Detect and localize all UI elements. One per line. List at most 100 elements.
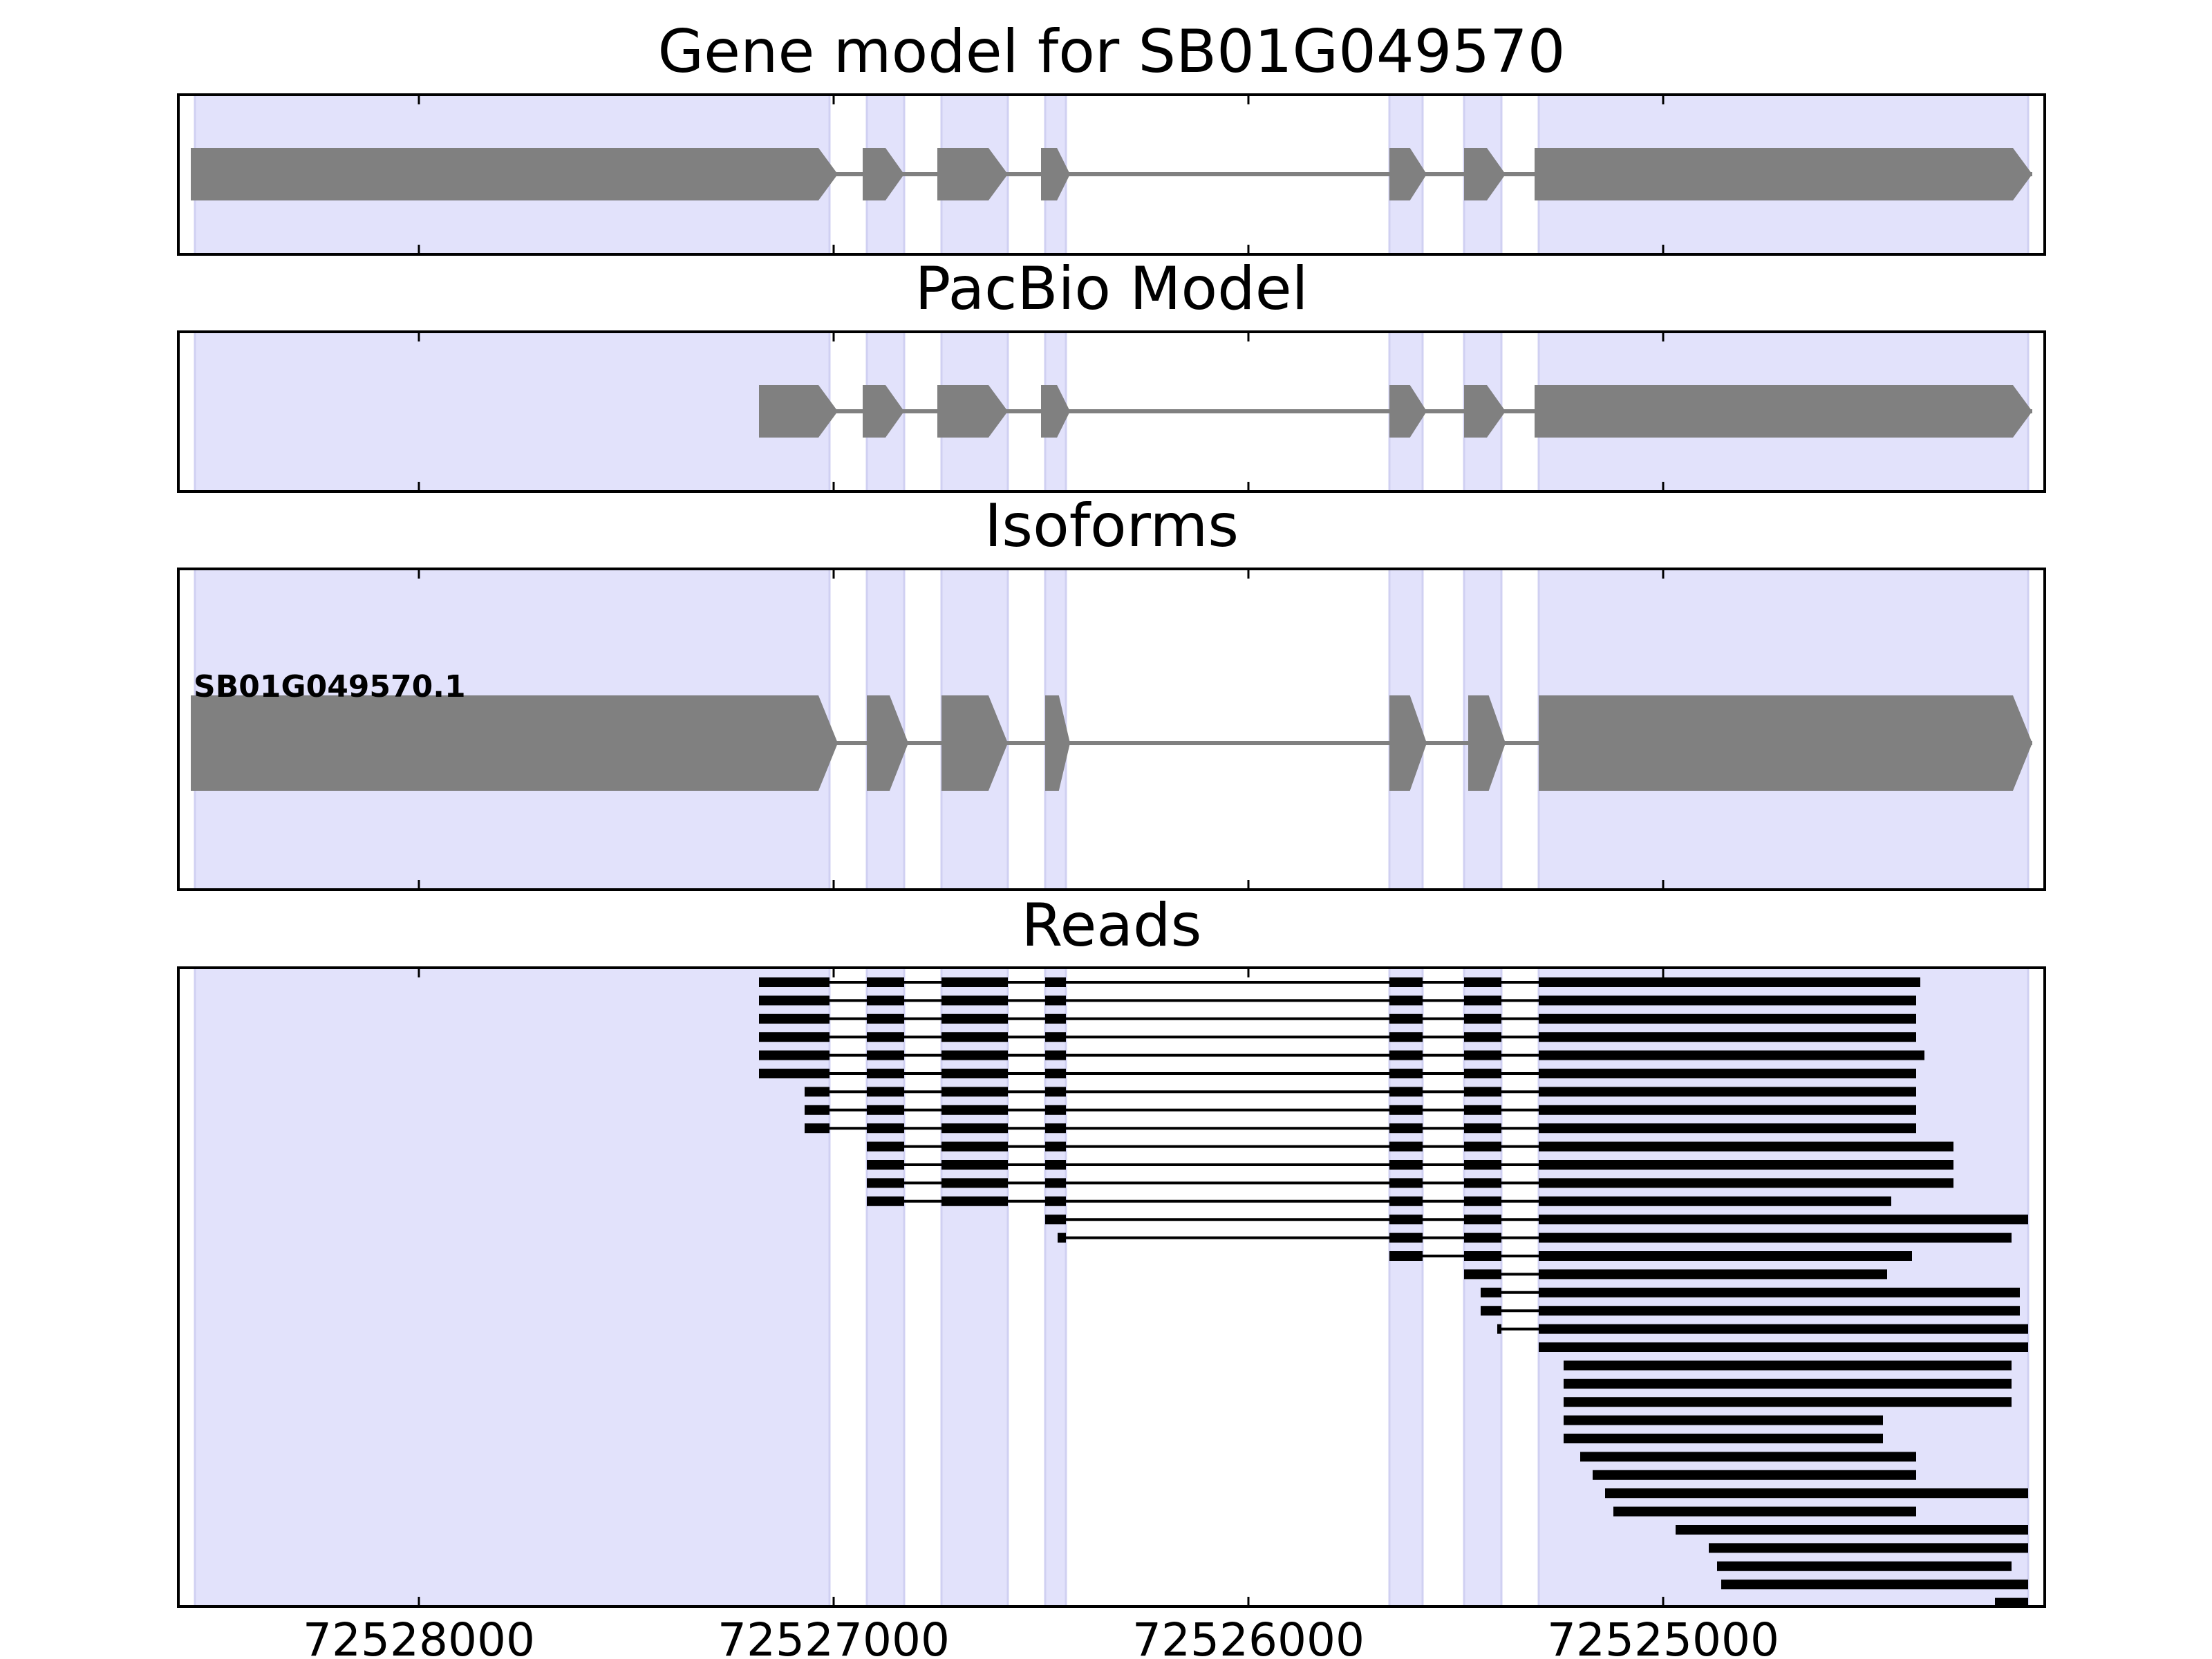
read-segment [1045,1013,1066,1024]
read-segment [1580,1452,1916,1462]
read-segment [1464,1269,1501,1280]
read-segment [1539,1215,2028,1225]
read-segment [867,977,904,987]
read-segment [1464,1069,1501,1078]
read-segment [1389,1013,1423,1024]
read-segment [1539,1232,2012,1243]
read-segment [1389,995,1423,1006]
pacbio-model-exon [1389,385,1427,438]
read-segment [941,1069,1008,1078]
read-segment [1464,1087,1501,1097]
read-segment [1389,1141,1423,1152]
read-segment [1464,1251,1501,1261]
isoforms-exon [1468,695,1506,791]
read-segment [941,977,1008,987]
isoforms-exon [1045,695,1070,791]
read-segment [1593,1470,1916,1480]
read-segment [1389,1123,1423,1134]
reads-exon-region [1463,966,1503,1608]
pacbio-model-exon [759,385,838,438]
pacbio-model-exon-region [194,330,831,493]
read-segment [1045,1141,1066,1152]
read-segment [1721,1580,2028,1590]
read-segment [1717,1561,2012,1571]
read-segment [941,1013,1008,1024]
read-segment [1539,977,1920,987]
pacbio-model-exon [1535,385,2032,438]
read-segment [1539,1032,1916,1042]
read-segment [1539,1306,2020,1316]
reads-exon-region [1388,966,1424,1608]
read-segment [1045,1050,1066,1060]
read-segment [805,1123,830,1134]
isoforms-frame [177,568,2046,891]
reads-frame [177,966,2046,1608]
read-segment [941,1087,1008,1097]
isoform-label: SB01G049570.1 [194,669,466,704]
read-segment [1564,1397,2012,1407]
read-segment [1464,977,1501,987]
read-segment [1539,1342,2028,1352]
pacbio-model-exon [863,385,904,438]
read-segment [1539,1269,1887,1280]
read-segment [1464,995,1501,1006]
read-segment [867,1196,904,1206]
read-segment [1045,1215,1066,1225]
read-segment [867,1069,904,1078]
pacbio-model-frame [177,330,2046,493]
read-segment [1389,1196,1423,1206]
read-segment [1564,1378,2012,1389]
read-segment [1564,1360,2012,1371]
read-segment [867,1050,904,1060]
read-segment [1539,1160,1953,1170]
read-segment [1539,1141,1953,1152]
read-segment [867,1087,904,1097]
read-segment [1464,1215,1501,1225]
read-segment [1497,1324,1501,1334]
read-segment [1539,1105,1916,1115]
x-tick-label: 72526000 [1132,1613,1365,1659]
read-segment [941,995,1008,1006]
read-segment [805,1087,830,1097]
read-segment [867,995,904,1006]
reads-exon-region [865,966,906,1608]
read-segment [1539,1013,1916,1024]
read-segment [1045,1032,1066,1042]
read-segment [1539,1123,1916,1134]
read-segment [1045,995,1066,1006]
read-segment [1045,977,1066,987]
read-segment [1045,1069,1066,1078]
read-segment [1613,1506,1916,1517]
x-tick-label: 72528000 [303,1613,535,1659]
read-segment [1539,1050,1924,1060]
gene-model-exon [191,148,838,200]
gene-model-exon [1389,148,1427,200]
gene-model-exon [1464,148,1506,200]
read-segment [1464,1013,1501,1024]
read-segment [1389,1032,1423,1042]
read-segment [941,1196,1008,1206]
isoforms-title: Isoforms [984,491,1239,561]
read-segment [1539,1324,2028,1334]
read-segment [759,1069,830,1078]
read-segment [1464,1232,1501,1243]
read-segment [1605,1488,2028,1499]
x-tick-label: 72525000 [1547,1613,1779,1659]
pacbio-model-title: PacBio Model [915,254,1309,324]
read-segment [1464,1196,1501,1206]
read-segment [867,1141,904,1152]
gene-model-exon [937,148,1008,200]
read-segment [759,995,830,1006]
read-segment [1564,1415,1883,1425]
read-segment [1464,1178,1501,1188]
pacbio-model-exon [1041,385,1070,438]
read-segment [759,1032,830,1042]
read-segment [867,1032,904,1042]
read-segment [1389,1050,1423,1060]
gene-model-exon [863,148,904,200]
isoforms-exon [941,695,1008,791]
read-segment [1676,1525,2028,1535]
read-segment [1045,1105,1066,1115]
